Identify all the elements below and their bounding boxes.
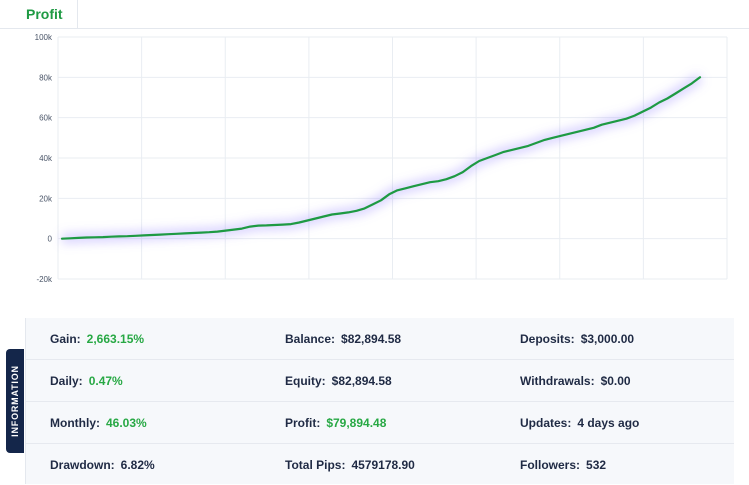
y-tick-label: -20k [36,275,53,284]
information-panel: Gain: 2,663.15% Balance: $82,894.58 Depo… [25,318,734,484]
y-tick-label: 0 [48,235,53,244]
tab-profit[interactable]: Profit [16,0,78,28]
deposits-value: $3,000.00 [580,331,635,346]
gain-label: Gain: [50,331,81,346]
profit-line [60,76,702,240]
withdrawals-stat: Withdrawals: $0.00 [520,360,631,401]
tab-bar: Profit [0,0,749,29]
profit-value: $79,894.48 [326,415,387,430]
y-tick-label: 60k [39,114,53,123]
profit-label: Profit: [285,415,321,430]
daily-label: Daily: [50,373,83,388]
gain-stat: Gain: 2,663.15% [50,318,144,359]
drawdown-value: 6.82% [120,457,155,472]
total-pips-value: 4579178.90 [351,457,415,472]
total-pips-stat: Total Pips: 4579178.90 [285,444,415,485]
profit-stat: Profit: $79,894.48 [285,402,386,443]
monthly-label: Monthly: [50,415,100,430]
monthly-stat: Monthly: 46.03% [50,402,147,443]
balance-label: Balance: [285,331,336,346]
withdrawals-label: Withdrawals: [520,373,595,388]
withdrawals-value: $0.00 [600,373,631,388]
deposits-stat: Deposits: $3,000.00 [520,318,634,359]
info-row-2: Daily: 0.47% Equity: $82,894.58 Withdraw… [26,360,734,402]
drawdown-stat: Drawdown: 6.82% [50,444,155,485]
info-row-3: Monthly: 46.03% Profit: $79,894.48 Updat… [26,402,734,444]
info-row-4: Drawdown: 6.82% Total Pips: 4579178.90 F… [26,444,734,485]
daily-value: 0.47% [88,373,123,388]
updates-label: Updates: [520,415,572,430]
followers-stat: Followers: 532 [520,444,606,485]
deposits-label: Deposits: [520,331,575,346]
balance-stat: Balance: $82,894.58 [285,318,401,359]
monthly-value: 46.03% [106,415,147,430]
equity-value: $82,894.58 [331,373,392,388]
followers-value: 532 [586,457,607,472]
y-tick-label: 20k [39,194,53,203]
information-side-tab[interactable]: INFORMATION [6,349,24,453]
drawdown-label: Drawdown: [50,457,115,472]
balance-value: $82,894.58 [341,331,402,346]
equity-label: Equity: [285,373,326,388]
updates-stat: Updates: 4 days ago [520,402,639,443]
daily-stat: Daily: 0.47% [50,360,123,401]
information-side-label: INFORMATION [10,365,20,437]
equity-stat: Equity: $82,894.58 [285,360,392,401]
y-tick-label: 40k [39,154,53,163]
profit-chart: 100k 80k 60k 40k 20k 0 -20k [35,33,728,284]
y-tick-label: 100k [35,33,53,42]
info-row-1: Gain: 2,663.15% Balance: $82,894.58 Depo… [26,318,734,360]
gain-value: 2,663.15% [86,331,145,346]
followers-label: Followers: [520,457,581,472]
y-tick-label: 80k [39,73,53,82]
updates-value: 4 days ago [577,415,640,430]
total-pips-label: Total Pips: [285,457,346,472]
